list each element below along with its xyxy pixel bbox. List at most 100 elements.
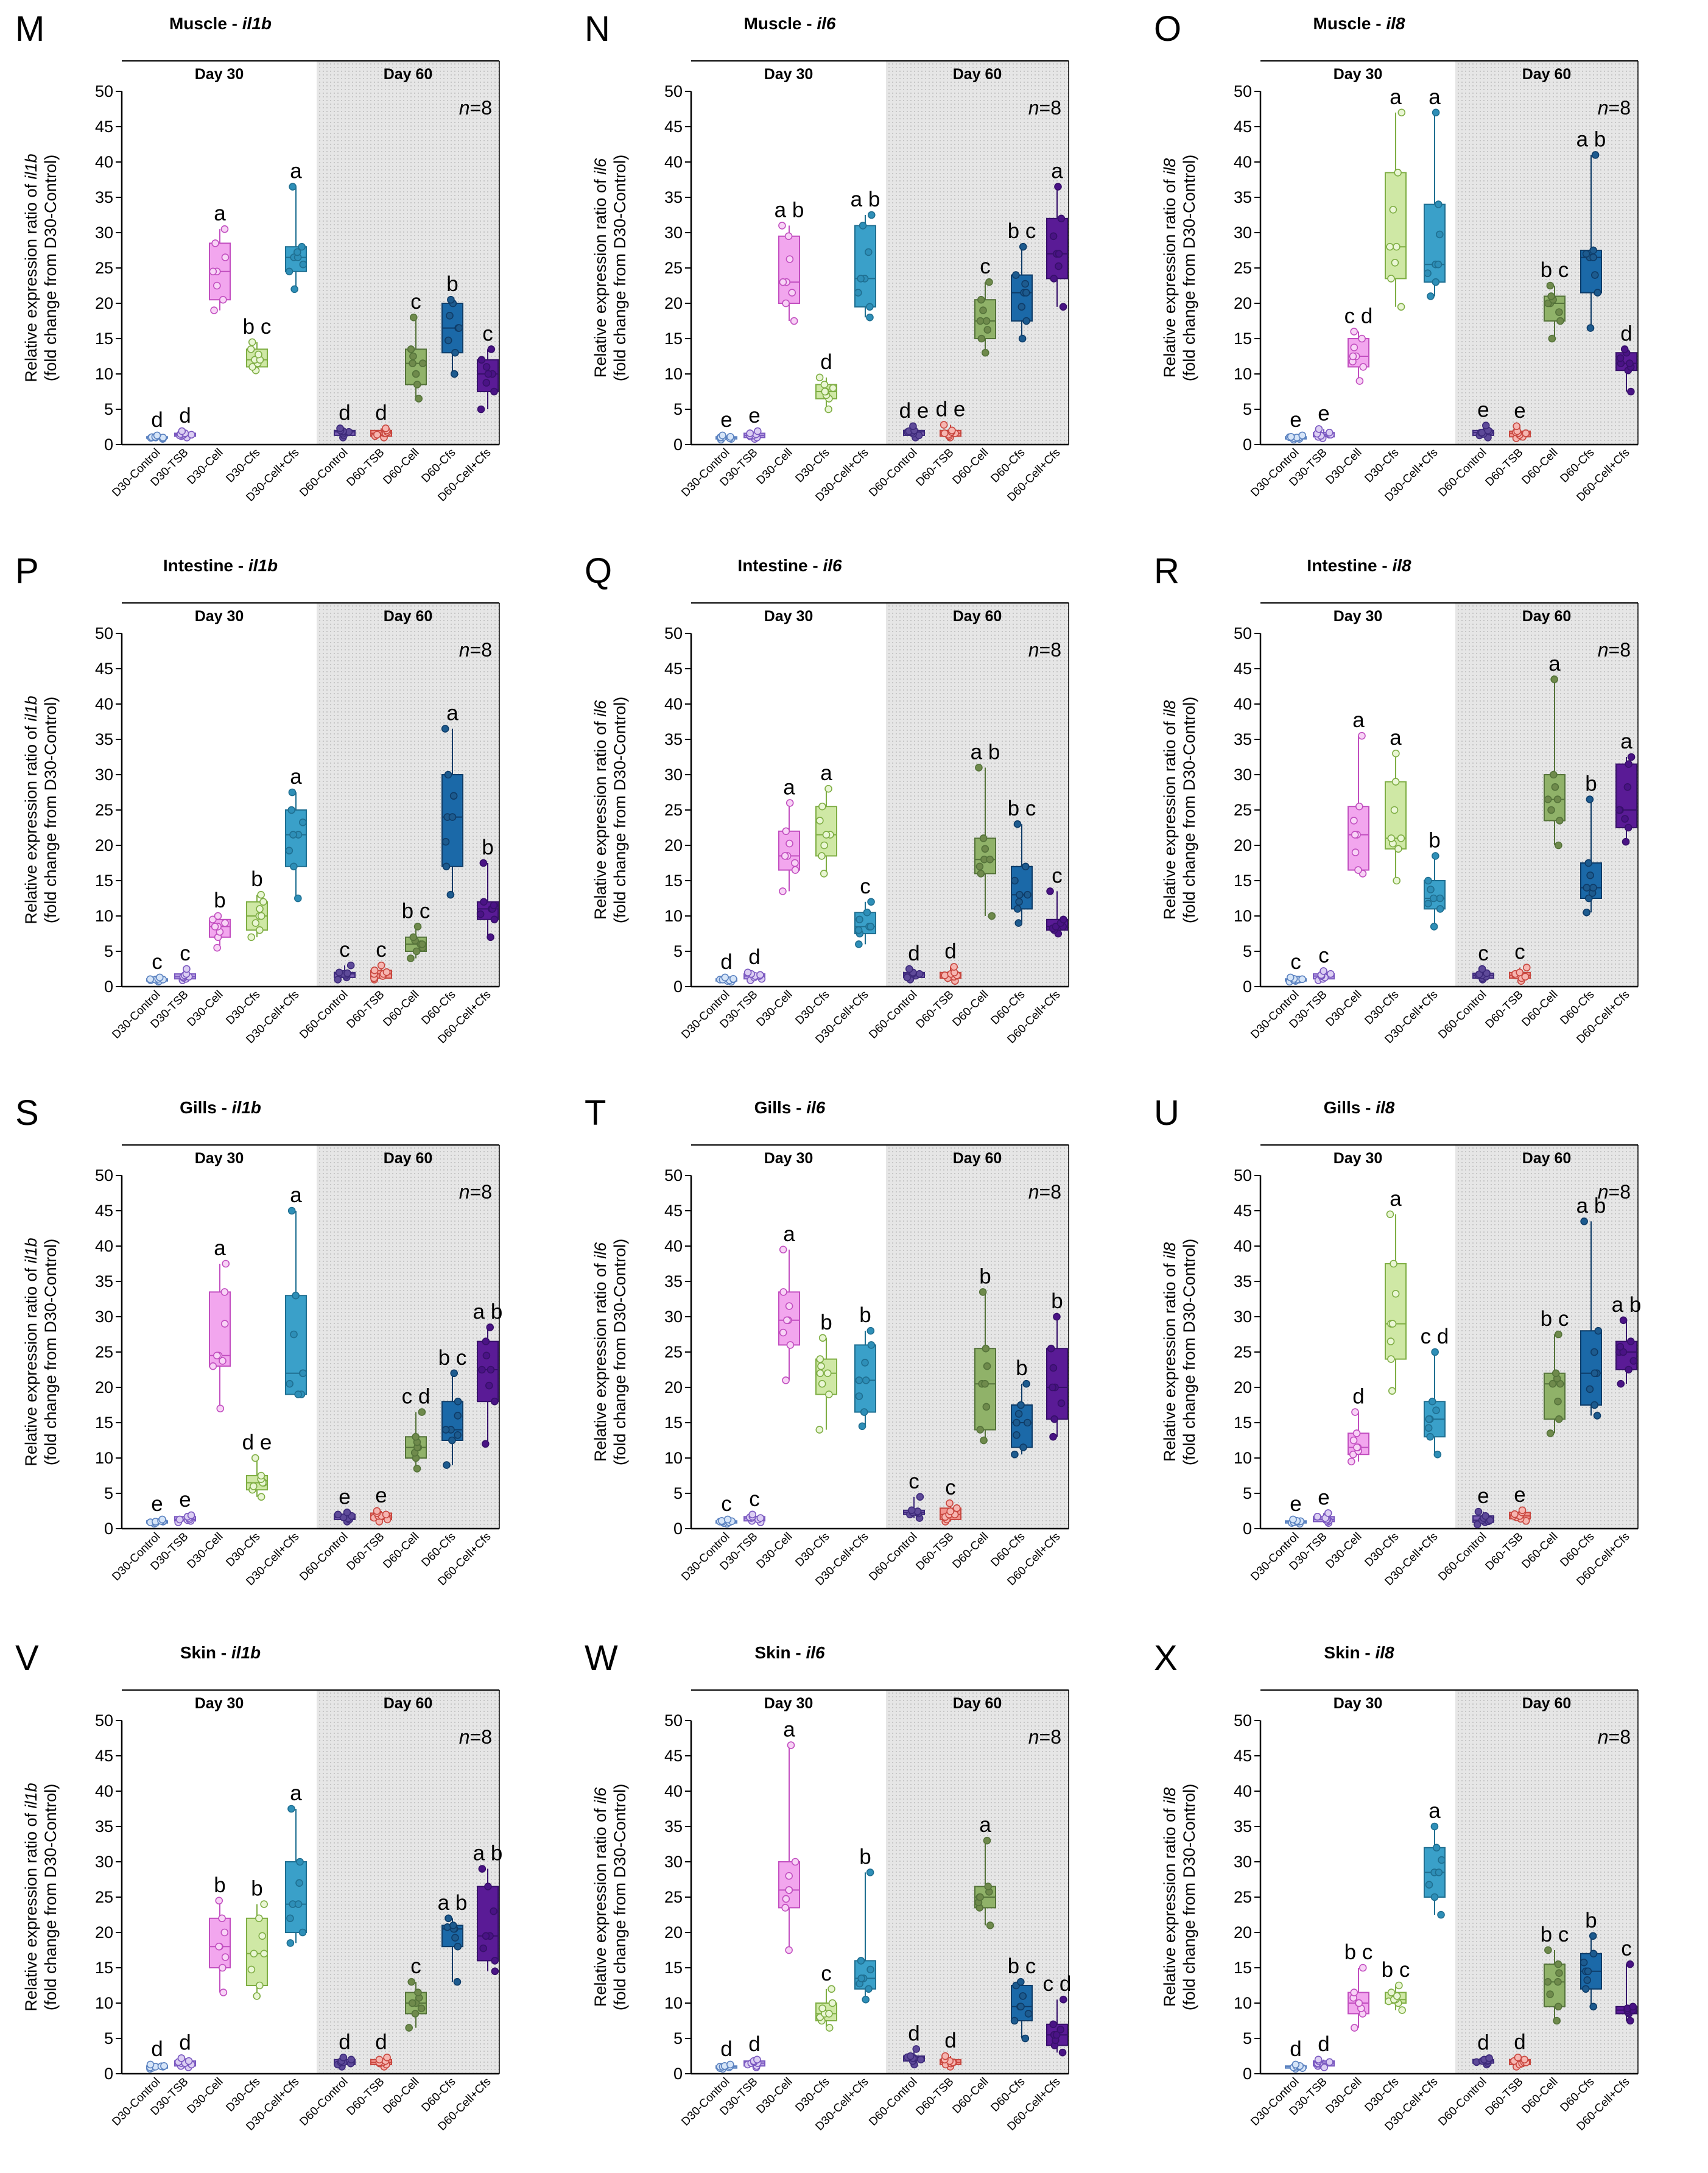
data-point xyxy=(719,431,726,440)
data-point xyxy=(1548,334,1556,343)
data-point xyxy=(1432,108,1440,117)
y-tick-label: 30 xyxy=(95,766,113,784)
y-tick-label: 0 xyxy=(673,1520,683,1538)
n-label: n=8 xyxy=(1028,1181,1061,1203)
box-d60-control xyxy=(903,422,925,442)
category-label: D30-Cfs xyxy=(793,446,832,485)
data-point xyxy=(778,222,786,230)
data-point xyxy=(412,1432,420,1441)
box-d60-cfs xyxy=(1580,151,1602,332)
y-tick-label: 20 xyxy=(664,836,683,854)
data-point xyxy=(1436,905,1444,913)
data-point xyxy=(1586,324,1595,332)
box-d60-tsb xyxy=(1509,2054,1531,2071)
y-tick-label: 35 xyxy=(1234,1272,1252,1291)
n-label: n=8 xyxy=(1028,1726,1061,1748)
data-point xyxy=(335,968,343,977)
y-tick-label: 40 xyxy=(95,153,113,171)
data-point xyxy=(1397,303,1405,311)
y-tick-label: 0 xyxy=(673,977,683,996)
category-label: D30-Cfs xyxy=(1362,988,1401,1027)
data-point xyxy=(748,1510,757,1519)
y-tick-label: 10 xyxy=(664,1994,683,2012)
data-point xyxy=(491,1957,499,1965)
data-point xyxy=(1060,1995,1067,2004)
data-point xyxy=(413,1465,421,1473)
category-label: D60-Cell xyxy=(381,2076,421,2116)
significance-label: b c xyxy=(402,899,431,923)
panel-title: Skin - il8 xyxy=(1324,1643,1394,1662)
data-point xyxy=(1390,806,1399,814)
y-tick-label: 35 xyxy=(95,1272,113,1291)
data-point xyxy=(448,1436,456,1445)
data-point xyxy=(1626,2016,1634,2025)
data-point xyxy=(1393,242,1400,251)
panel-v: V Skin - il1b Day 30 Day 60 0 5 10 15 20 25 30 35 40… xyxy=(15,1638,502,2133)
data-point xyxy=(295,1879,303,1887)
data-point xyxy=(347,2055,356,2064)
significance-label: c xyxy=(410,290,421,314)
data-point xyxy=(1349,352,1357,361)
y-tick-label: 10 xyxy=(664,365,683,383)
category-label: D30-Cfs xyxy=(223,446,262,485)
y-tick-label: 50 xyxy=(1234,1711,1252,1730)
day30-label: Day 30 xyxy=(1334,1695,1383,1712)
category-label: D60-TSB xyxy=(1483,446,1525,489)
data-point xyxy=(220,1288,229,1296)
data-point xyxy=(828,1985,835,1993)
data-point xyxy=(455,324,463,332)
data-point xyxy=(1013,1431,1021,1439)
data-point xyxy=(1580,1217,1588,1225)
box-d30-tsb xyxy=(174,2054,196,2071)
data-point xyxy=(247,1965,256,1974)
box-d30-cell xyxy=(778,1245,800,1384)
data-point xyxy=(1486,1516,1494,1524)
data-point xyxy=(1049,1383,1056,1392)
data-point xyxy=(1474,1520,1481,1529)
data-point xyxy=(453,1978,462,1986)
data-point xyxy=(1432,852,1439,860)
data-point xyxy=(783,1316,791,1325)
significance-label: a xyxy=(1429,1799,1441,1823)
day60-region xyxy=(886,1690,1069,2074)
significance-label: b c xyxy=(1541,258,1569,282)
data-point xyxy=(822,831,831,839)
category-label: D30-Cfs xyxy=(1362,1530,1401,1569)
panel-m: M Muscle - il1b Day 30 Day 60 0 5 10 15 20 25 30 35… xyxy=(15,9,500,504)
data-point xyxy=(1287,432,1295,441)
day60-label: Day 60 xyxy=(953,1695,1002,1712)
data-point xyxy=(285,267,293,276)
data-point xyxy=(220,225,229,233)
box-d60-cfs xyxy=(441,295,463,378)
data-point xyxy=(407,345,415,353)
data-point xyxy=(1393,876,1400,885)
day30-label: Day 30 xyxy=(1334,608,1383,625)
data-point xyxy=(221,919,229,927)
data-point xyxy=(1594,289,1602,297)
data-point xyxy=(784,232,793,241)
panel-n: N Muscle - il6 Day 30 Day 60 0 5 10 15 20 25 30 35 4… xyxy=(585,9,1069,504)
box-d60-cell-cfs xyxy=(1615,1316,1638,1388)
data-point xyxy=(288,788,297,797)
significance-label: d xyxy=(151,408,163,432)
data-point xyxy=(946,1507,955,1515)
y-tick-label: 45 xyxy=(1234,660,1252,678)
significance-label: d e xyxy=(936,398,966,421)
data-point xyxy=(209,1362,217,1370)
category-label: D30-Cfs xyxy=(223,2076,262,2115)
data-point xyxy=(298,1928,307,1937)
box-d30-cfs xyxy=(1385,1210,1407,1395)
data-point xyxy=(409,352,417,361)
significance-label: d xyxy=(1352,1385,1364,1409)
significance-label: a xyxy=(783,775,795,799)
significance-label: b c xyxy=(438,1346,467,1370)
data-point xyxy=(1590,1401,1598,1409)
box-d60-control xyxy=(903,965,925,984)
data-point xyxy=(1546,1990,1554,1998)
data-point xyxy=(146,2060,155,2069)
data-point xyxy=(721,973,729,982)
significance-label: d xyxy=(944,2029,956,2052)
data-point xyxy=(1055,250,1063,258)
data-point xyxy=(1586,871,1594,879)
data-point xyxy=(1546,1429,1555,1437)
